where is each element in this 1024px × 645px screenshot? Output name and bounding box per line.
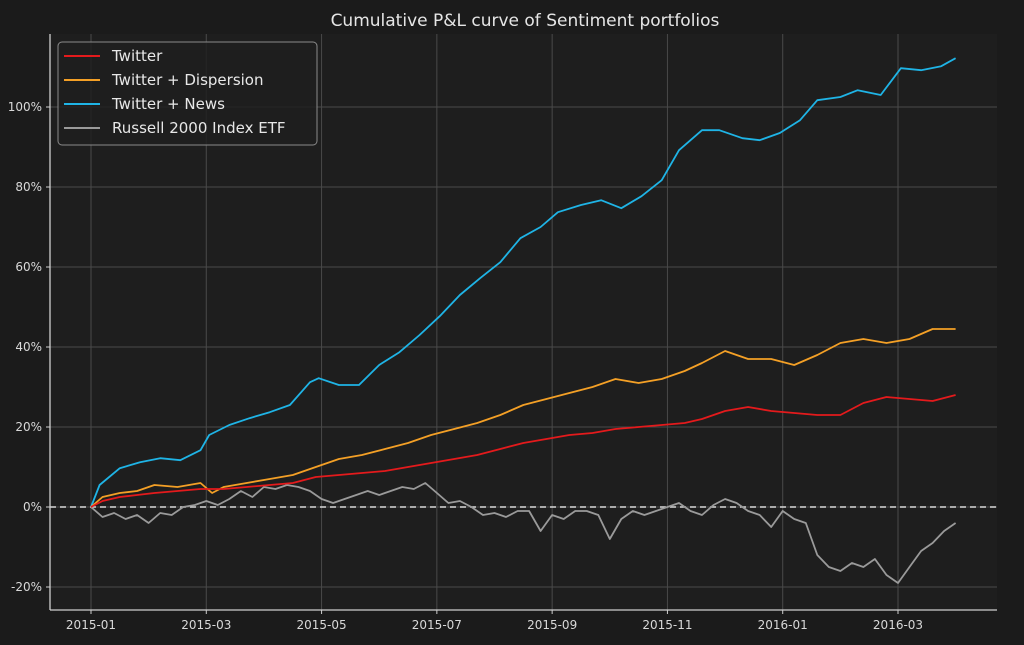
y-tick-label: -20% (11, 580, 42, 594)
series-lines (90, 57, 957, 584)
series-line-russell-2000-index-etf (90, 482, 957, 584)
tick-labels: 2015-01 2015-03 2015-05 2015-07 2015-09 2015-… (8, 100, 923, 632)
y-tick-label: 100% (8, 100, 42, 114)
y-tick-label: 0% (23, 500, 42, 514)
y-tick-label: 40% (15, 340, 42, 354)
series-line-twitter (90, 394, 956, 508)
legend-label-twitter-dispersion: Twitter + Dispersion (111, 71, 264, 89)
legend-box (57, 41, 318, 146)
x-tick-label: 2015-01 (66, 618, 116, 632)
x-tick-label: 2015-05 (297, 618, 347, 632)
y-tick-label: 80% (15, 180, 42, 194)
x-tick-label: 2015-03 (181, 618, 231, 632)
legend-label-twitter-news: Twitter + News (111, 95, 225, 113)
legend: Twitter Twitter + Dispersion Twitter + New… (57, 41, 318, 146)
x-tick-label: 2016-01 (758, 618, 808, 632)
series-line-twitter-news (90, 57, 957, 508)
y-tick-label: 60% (15, 260, 42, 274)
y-tick-label: 20% (15, 420, 42, 434)
legend-label-russell-2000-index-etf: Russell 2000 Index ETF (112, 119, 286, 137)
x-tick-label: 2015-11 (642, 618, 692, 632)
x-tick-label: 2015-09 (527, 618, 577, 632)
legend-label-twitter: Twitter (111, 47, 163, 65)
x-tick-label: 2016-03 (873, 618, 923, 632)
x-tick-label: 2015-07 (412, 618, 462, 632)
chart-title: Cumulative P&L curve of Sentiment portfo… (331, 11, 720, 31)
